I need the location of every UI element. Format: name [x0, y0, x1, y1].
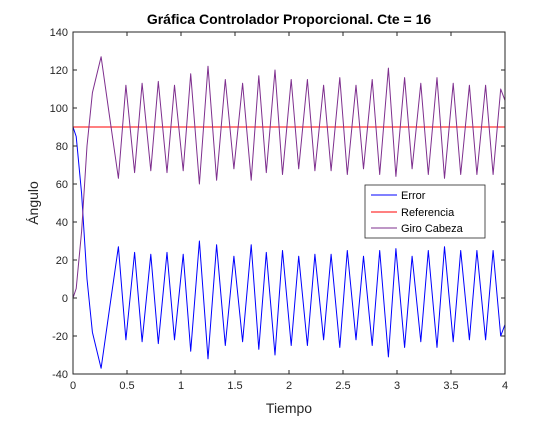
y-tick-label: -40 — [52, 369, 68, 381]
y-axis-label: Ángulo — [25, 181, 41, 225]
series-line-error — [72, 126, 506, 369]
y-tick-label: 20 — [56, 255, 68, 267]
x-tick-label: 0.5 — [119, 380, 134, 392]
x-tick-label: 0 — [70, 380, 76, 392]
legend-label-referencia: Referencia — [401, 207, 455, 219]
legend-label-giro-cabeza: Giro Cabeza — [401, 223, 464, 235]
series-line-giro-cabeza — [72, 56, 506, 299]
legend: Error Referencia Giro Cabeza — [364, 184, 486, 239]
x-axis-label: Tiempo — [266, 400, 312, 416]
y-axis: -40 -20 0 20 40 60 80 100 120 140 — [50, 27, 505, 381]
legend-label-error: Error — [401, 190, 426, 202]
chart-title: Gráfica Controlador Proporcional. Cte = … — [147, 11, 432, 27]
y-tick-label: 0 — [62, 293, 68, 305]
x-tick-label: 1.5 — [227, 380, 242, 392]
y-tick-label: 120 — [50, 65, 68, 77]
x-tick-label: 3.5 — [443, 380, 458, 392]
x-axis: 0 0.5 1 1.5 2 2.5 3 3.5 4 — [70, 32, 508, 392]
y-tick-label: 140 — [50, 27, 68, 39]
x-tick-label: 3 — [394, 380, 400, 392]
y-tick-label: 40 — [56, 217, 68, 229]
x-tick-label: 4 — [502, 380, 508, 392]
y-tick-label: 60 — [56, 179, 68, 191]
plot-lines — [72, 56, 506, 369]
y-tick-label: 80 — [56, 141, 68, 153]
x-tick-label: 1 — [178, 380, 184, 392]
x-tick-label: 2.5 — [335, 380, 350, 392]
x-tick-label: 2 — [286, 380, 292, 392]
y-tick-label: -20 — [52, 331, 68, 343]
y-tick-label: 100 — [50, 103, 68, 115]
